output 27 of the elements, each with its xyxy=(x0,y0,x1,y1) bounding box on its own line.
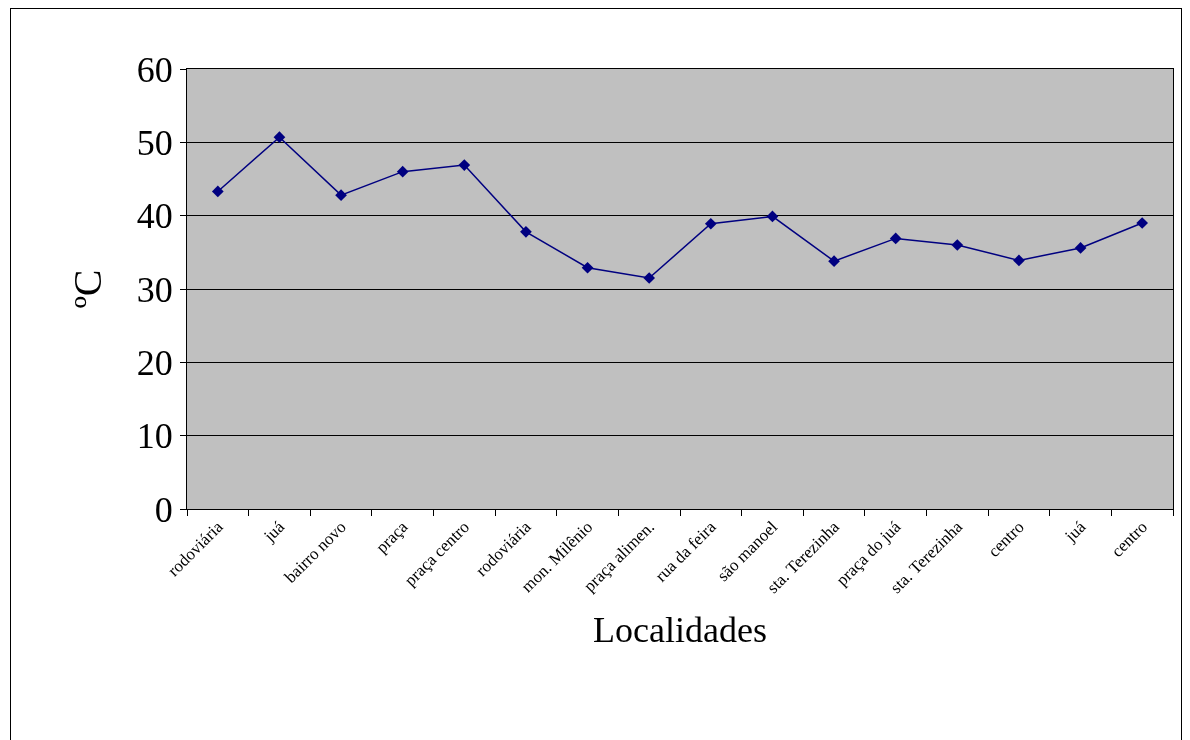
point xyxy=(643,272,656,284)
point xyxy=(520,225,532,238)
x-axis-title: Localidades xyxy=(593,609,767,650)
point xyxy=(766,210,779,223)
y-tick-label: 10 xyxy=(136,416,173,457)
y-tick-label: 30 xyxy=(136,269,173,310)
x-tick-label: juá xyxy=(259,516,289,547)
point xyxy=(951,239,964,251)
point xyxy=(828,255,840,267)
point xyxy=(1074,242,1087,254)
point xyxy=(211,185,224,198)
point xyxy=(1013,254,1025,267)
y-axis-title: ºC xyxy=(65,269,111,309)
y-tick-label: 40 xyxy=(136,196,173,237)
y-tick-label: 20 xyxy=(136,342,173,383)
y-tick-label: 50 xyxy=(136,122,173,163)
y-tick-label: 0 xyxy=(154,489,173,530)
point xyxy=(458,159,471,171)
point xyxy=(1136,217,1149,229)
point xyxy=(335,189,347,201)
x-tick-label: juá xyxy=(1060,516,1090,547)
point xyxy=(889,232,902,245)
point xyxy=(581,261,594,274)
y-tick-label: 60 xyxy=(136,49,173,90)
point xyxy=(396,165,409,178)
point xyxy=(704,217,717,230)
point xyxy=(273,131,286,144)
